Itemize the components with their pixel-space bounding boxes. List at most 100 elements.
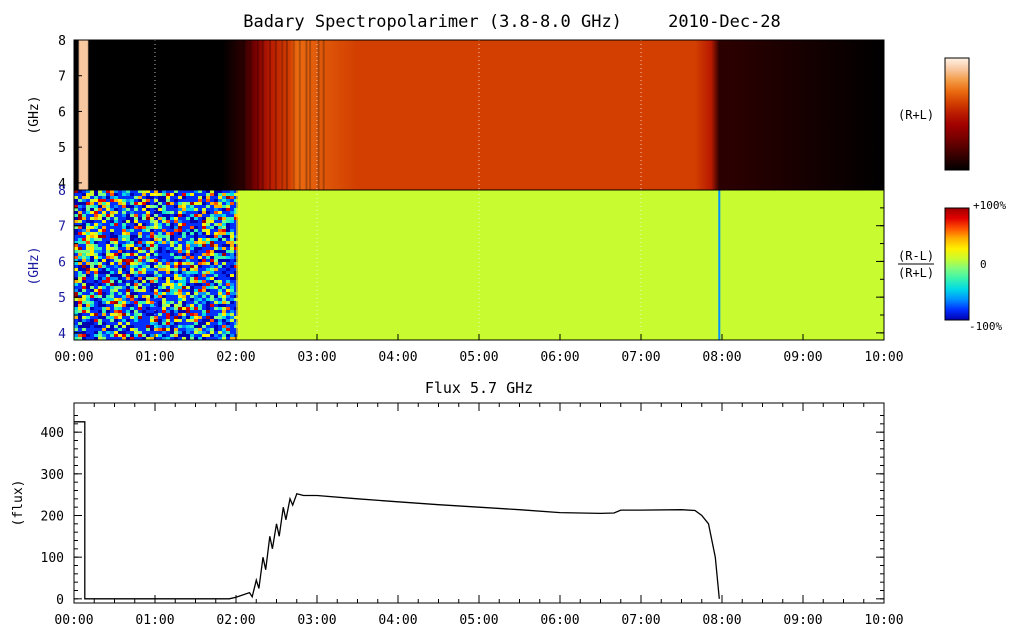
polarization-cell	[98, 262, 102, 265]
polarization-cell	[186, 214, 190, 217]
polarization-cell	[202, 277, 206, 280]
polarization-cell	[98, 244, 102, 247]
polarization-cell	[158, 292, 162, 295]
polarization-cell	[218, 223, 222, 226]
polarization-cell	[90, 202, 94, 205]
polarization-cell	[218, 295, 222, 298]
polarization-cell	[130, 190, 134, 193]
polarization-cell	[230, 226, 234, 229]
polarization-cell	[210, 304, 214, 307]
polarization-cell	[122, 190, 126, 193]
polarization-cell	[230, 283, 234, 286]
polarization-cell	[130, 298, 134, 301]
polarization-cell	[78, 253, 82, 256]
polarization-cell	[198, 313, 202, 316]
polarization-cell	[182, 229, 186, 232]
polarization-cell	[166, 226, 170, 229]
polarization-cell	[102, 229, 106, 232]
polarization-cell	[74, 286, 78, 289]
polarization-cell	[146, 319, 150, 322]
polarization-cell	[174, 271, 178, 274]
polarization-cell	[222, 220, 226, 223]
polarization-cell	[178, 217, 182, 220]
polarization-cell	[94, 292, 98, 295]
polarization-cell	[222, 262, 226, 265]
polarization-cell	[178, 220, 182, 223]
polarization-cell	[82, 205, 86, 208]
polarization-cell	[138, 196, 142, 199]
polarization-cell	[94, 190, 98, 193]
polarization-cell	[182, 211, 186, 214]
polarization-cell	[214, 223, 218, 226]
polarization-cell	[114, 259, 118, 262]
polarization-cell	[226, 229, 230, 232]
polarization-cell	[154, 289, 158, 292]
polarization-cell	[182, 298, 186, 301]
polarization-cell	[198, 319, 202, 322]
polarization-cell	[210, 256, 214, 259]
polarization-cell	[150, 283, 154, 286]
polarization-cell	[94, 196, 98, 199]
polarization-cell	[134, 193, 138, 196]
polarization-cell	[178, 235, 182, 238]
polarization-cell	[150, 262, 154, 265]
polarization-cell	[106, 277, 110, 280]
polarization-cell	[138, 205, 142, 208]
polarization-cell	[186, 226, 190, 229]
polarization-cell	[114, 229, 118, 232]
polarization-cell	[166, 274, 170, 277]
polarization-cell	[78, 250, 82, 253]
polarization-cell	[74, 199, 78, 202]
polarization-cell	[170, 274, 174, 277]
polarization-cell	[178, 232, 182, 235]
polarization-cell	[110, 229, 114, 232]
polarization-cell	[142, 328, 146, 331]
polarization-cell	[122, 205, 126, 208]
polarization-cell	[182, 280, 186, 283]
polarization-cell	[162, 226, 166, 229]
polarization-cell	[118, 241, 122, 244]
polarization-cell	[222, 232, 226, 235]
polarization-cell	[190, 325, 194, 328]
polarization-cell	[106, 202, 110, 205]
polarization-cell	[90, 298, 94, 301]
polarization-cell	[142, 316, 146, 319]
polarization-cell	[130, 268, 134, 271]
polarization-cell	[194, 283, 198, 286]
polarization-cell	[114, 322, 118, 325]
polarization-cell	[146, 304, 150, 307]
polarization-cell	[102, 313, 106, 316]
polarization-cell	[94, 232, 98, 235]
polarization-cell	[154, 265, 158, 268]
polarization-cell	[162, 214, 166, 217]
polarization-cell	[198, 247, 202, 250]
polarization-cell	[106, 337, 110, 340]
polarization-cell	[146, 325, 150, 328]
polarization-cell	[118, 301, 122, 304]
polarization-cell	[166, 319, 170, 322]
polarization-cell	[130, 310, 134, 313]
polarization-cell	[222, 250, 226, 253]
polarization-cell	[94, 316, 98, 319]
polarization-cell	[178, 214, 182, 217]
polarization-cell	[98, 256, 102, 259]
polarization-cell	[86, 196, 90, 199]
polarization-cell	[202, 280, 206, 283]
polarization-cell	[174, 298, 178, 301]
polarization-cell	[206, 202, 210, 205]
polarization-cell	[226, 193, 230, 196]
polarization-cell	[218, 229, 222, 232]
polarization-cell	[206, 205, 210, 208]
polarization-cell	[186, 334, 190, 337]
polarization-cell	[110, 328, 114, 331]
polarization-cell	[82, 211, 86, 214]
polarization-cell	[90, 253, 94, 256]
polarization-cell	[190, 271, 194, 274]
polarization-cell	[126, 232, 130, 235]
polarization-cell	[138, 232, 142, 235]
polarization-cell	[134, 289, 138, 292]
polarization-cell	[126, 259, 130, 262]
polarization-cell	[210, 205, 214, 208]
polarization-cell	[154, 301, 158, 304]
